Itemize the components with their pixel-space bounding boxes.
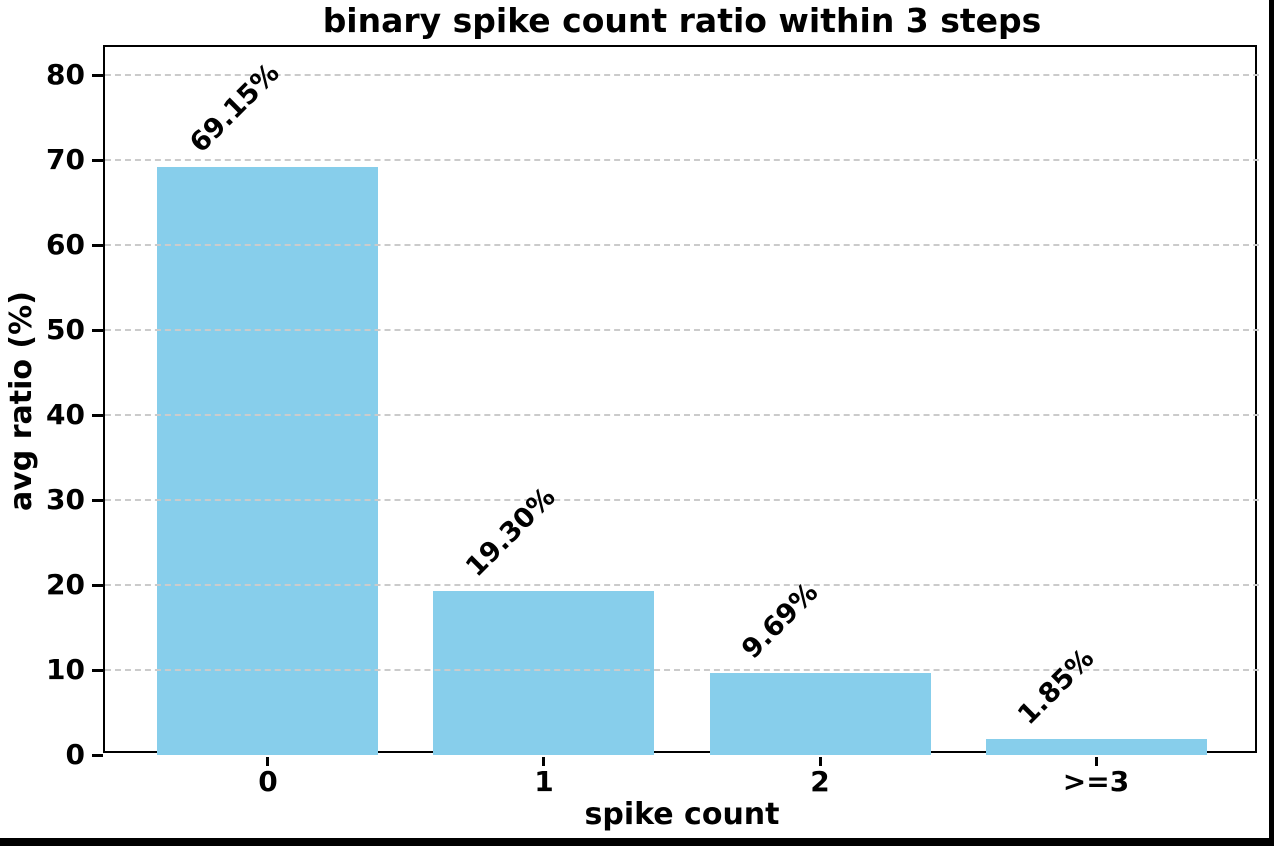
y-tick-label-70: 70	[46, 143, 85, 177]
gridline-y-60	[105, 244, 1259, 247]
y-tick-mark-70	[92, 158, 103, 162]
y-tick-label-10: 10	[46, 653, 85, 686]
y-tick-mark-50	[92, 328, 103, 332]
y-tick-mark-60	[92, 243, 103, 247]
gridline-y-70	[105, 159, 1259, 162]
y-tick-mark-20	[92, 583, 103, 587]
x-tick-label-2: 2	[810, 765, 830, 798]
y-tick-label-60: 60	[46, 228, 85, 262]
y-tick-label-0: 0	[65, 738, 85, 771]
x-tick-mark-0	[266, 757, 269, 766]
x-tick-label->=3: >=3	[1062, 765, 1130, 798]
y-tick-mark-0	[92, 753, 103, 757]
x-tick-mark-2	[819, 757, 822, 766]
bar-value-label->=3: 1.85%	[1012, 642, 1101, 731]
x-tick-label-1: 1	[534, 765, 554, 798]
x-tick-mark-1	[542, 757, 545, 766]
x-axis-label: spike count	[584, 797, 780, 832]
y-tick-label-20: 20	[46, 568, 85, 601]
bar-2	[710, 673, 931, 755]
bar-value-label-0: 69.15%	[184, 57, 286, 159]
y-tick-mark-10	[92, 668, 103, 672]
y-tick-mark-40	[92, 413, 103, 417]
x-tick-label-0: 0	[258, 765, 278, 798]
gridline-y-20	[105, 584, 1259, 586]
gridline-y-30	[105, 499, 1259, 502]
gridline-y-80	[105, 74, 1259, 77]
y-tick-label-40: 40	[46, 398, 85, 432]
bar-value-label-2: 9.69%	[736, 576, 825, 665]
y-tick-label-80: 80	[46, 58, 85, 92]
chart-title: binary spike count ratio within 3 steps	[322, 1, 1042, 40]
plot-area: binary spike count ratio within 3 steps …	[4, 1, 1259, 832]
gridline-y-10	[105, 669, 1259, 671]
y-tick-mark-80	[92, 73, 103, 77]
gridline-y-50	[105, 329, 1259, 332]
bar-value-label-1: 19.30%	[460, 481, 562, 583]
bar-0	[157, 167, 378, 755]
plot-canvas: binary spike count ratio within 3 steps …	[4, 1, 1259, 832]
y-tick-mark-30	[92, 498, 103, 502]
bar-1	[433, 591, 654, 755]
y-tick-label-50: 50	[46, 313, 85, 347]
x-tick-mark->=3	[1095, 757, 1098, 766]
gridline-y-40	[105, 414, 1259, 417]
y-tick-label-30: 30	[46, 483, 85, 517]
bar->=3	[986, 739, 1207, 755]
